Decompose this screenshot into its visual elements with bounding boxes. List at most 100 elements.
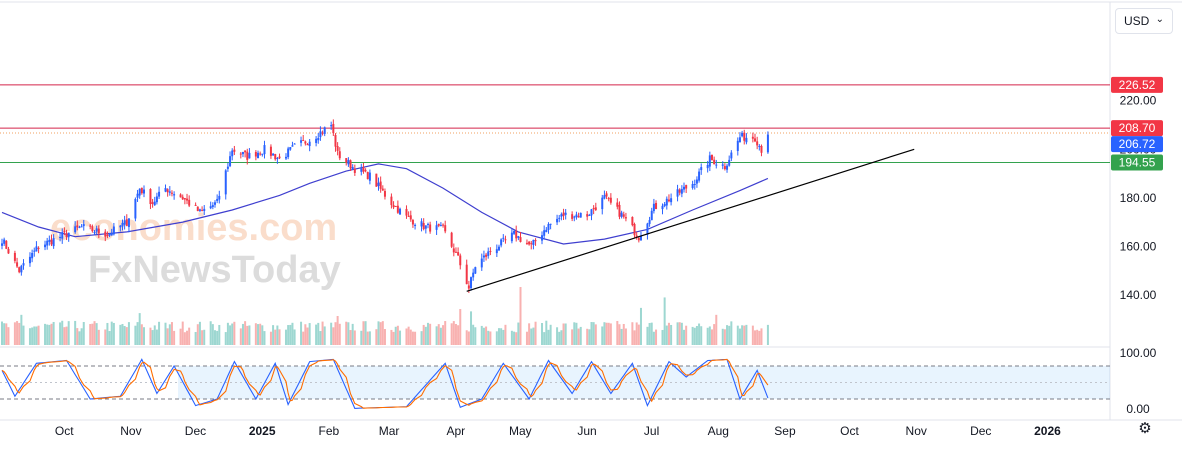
candle xyxy=(470,276,473,291)
volume-bar xyxy=(766,324,769,345)
price-badge-bg xyxy=(1111,154,1163,171)
candle-body xyxy=(93,232,96,234)
candle-body xyxy=(558,217,561,219)
candle xyxy=(194,202,197,206)
candle xyxy=(528,240,531,246)
candle-body xyxy=(680,189,683,194)
candle xyxy=(244,150,247,158)
currency-select[interactable]: USD ⌄ xyxy=(1115,8,1173,34)
volume-bar xyxy=(366,331,369,345)
volume-bar xyxy=(435,326,438,345)
candle-body xyxy=(439,224,442,226)
volume-bar xyxy=(459,309,462,345)
volume-bar xyxy=(618,324,621,345)
candle-body xyxy=(351,166,354,170)
time-tick-label: Nov xyxy=(906,424,927,438)
candle xyxy=(377,177,380,191)
candle-body xyxy=(74,226,77,233)
candle xyxy=(338,147,341,161)
candle-body xyxy=(170,192,173,194)
candle-body xyxy=(760,145,763,153)
candle-body xyxy=(168,191,171,193)
candle xyxy=(754,133,757,143)
candle xyxy=(695,176,698,188)
volume-bar xyxy=(549,324,552,345)
candle-body xyxy=(637,237,640,241)
candle-body xyxy=(609,197,612,203)
candle xyxy=(678,188,681,196)
candle-body xyxy=(211,205,214,208)
candle xyxy=(366,171,369,180)
candle-body xyxy=(465,264,468,285)
volume-bar xyxy=(495,331,498,345)
candle-body xyxy=(420,221,423,227)
candle-body xyxy=(485,254,488,257)
candle xyxy=(20,264,23,276)
candle xyxy=(541,231,544,245)
volume-bar xyxy=(685,325,688,345)
settings-gear-icon[interactable]: ⚙ xyxy=(1138,420,1152,437)
volume-bar xyxy=(248,325,251,345)
volume-bar xyxy=(594,324,597,345)
volume-bar xyxy=(170,322,173,345)
volume-bar xyxy=(93,321,96,345)
candle xyxy=(136,189,139,202)
volume-bar xyxy=(622,323,625,345)
candle-body xyxy=(203,208,206,211)
candle-body xyxy=(620,212,623,217)
volume-bar xyxy=(465,330,468,345)
candle-body xyxy=(510,232,513,242)
candle xyxy=(198,208,201,213)
candle xyxy=(573,215,576,222)
candle-body xyxy=(530,243,533,245)
volume-bar xyxy=(52,321,55,345)
candle-body xyxy=(685,185,688,189)
candle xyxy=(500,238,503,248)
candle-body xyxy=(188,199,191,206)
candle-body xyxy=(655,202,658,209)
candle xyxy=(233,145,236,156)
volume-bar xyxy=(5,323,8,345)
candle xyxy=(618,201,621,220)
candle-body xyxy=(678,189,681,193)
volume-bar xyxy=(226,322,229,345)
candle xyxy=(125,214,128,227)
volume-bar xyxy=(409,329,412,345)
candle xyxy=(140,187,143,195)
volume-bar xyxy=(541,322,544,345)
volume-bar xyxy=(588,329,591,345)
candle xyxy=(18,266,21,274)
candle-body xyxy=(368,172,371,181)
watermark-line2: FxNewsToday xyxy=(88,249,341,291)
volume-bar xyxy=(396,325,399,345)
candle-body xyxy=(396,205,399,213)
candle xyxy=(558,214,561,223)
candle xyxy=(683,182,686,193)
candle xyxy=(330,121,333,130)
candle-body xyxy=(366,172,369,180)
candle xyxy=(211,202,214,210)
candle xyxy=(715,159,718,169)
candle-body xyxy=(590,209,593,216)
candle-body xyxy=(136,193,139,198)
volume-bar xyxy=(439,327,442,345)
candle-body xyxy=(125,219,128,226)
candle-body xyxy=(246,151,249,160)
candle-body xyxy=(605,193,608,197)
candle-body xyxy=(319,131,322,138)
candle-body xyxy=(257,152,260,159)
volume-bar xyxy=(504,324,507,345)
volume-bar xyxy=(140,324,143,345)
candle xyxy=(407,211,410,217)
candle-body xyxy=(52,238,55,247)
volume-bar xyxy=(291,322,294,345)
candle xyxy=(46,237,49,250)
candle-body xyxy=(721,164,724,166)
time-tick-label: Feb xyxy=(319,424,340,438)
volume-bar xyxy=(48,324,51,345)
volume-bar xyxy=(517,322,520,345)
candle-body xyxy=(140,187,143,194)
candle-body xyxy=(756,141,759,146)
volume-bar xyxy=(213,330,216,345)
candle-body xyxy=(588,214,591,216)
